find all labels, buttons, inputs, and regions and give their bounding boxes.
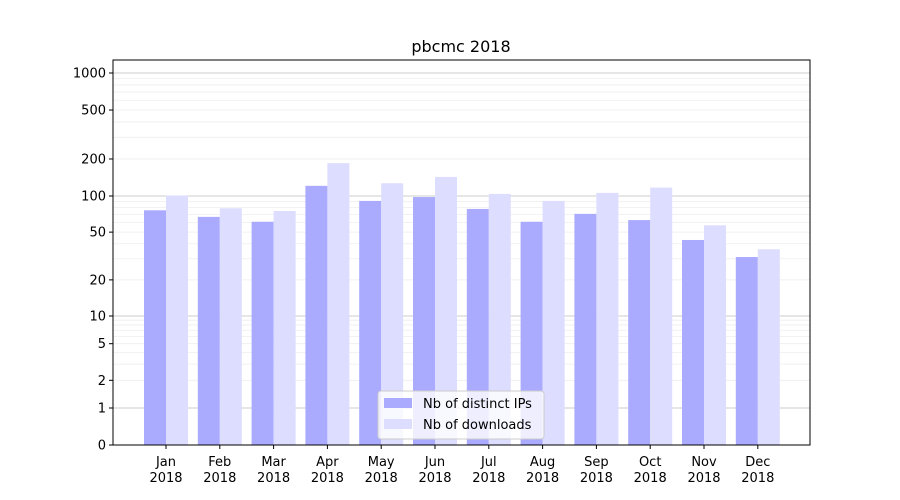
legend-swatch-downloads: [384, 419, 412, 429]
x-tick-label-month: Oct: [639, 455, 661, 470]
x-tick-label-month: Apr: [316, 455, 339, 470]
x-tick-label-month: Jul: [480, 455, 497, 470]
x-tick-label-month: May: [368, 455, 395, 470]
bar-ips: [413, 197, 435, 445]
x-tick-label-month: Dec: [745, 455, 770, 470]
bar-downloads: [488, 193, 511, 445]
legend-label-ips: Nb of distinct IPs: [423, 397, 532, 412]
bar-downloads: [542, 200, 565, 445]
x-axis: Jan2018Feb2018Mar2018Apr2018May2018Jun20…: [149, 445, 774, 486]
bar-downloads: [327, 163, 350, 445]
bar-ips: [305, 185, 328, 446]
x-tick-label-month: Feb: [208, 455, 231, 470]
legend: Nb of distinct IPs Nb of downloads: [377, 390, 545, 440]
bar-ips: [574, 213, 597, 445]
y-tick-label: 1000: [73, 67, 106, 82]
bar-ips: [628, 220, 651, 445]
y-tick-label: 100: [81, 190, 106, 205]
bar-ips: [682, 239, 704, 445]
bar-downloads: [596, 192, 619, 445]
bar-downloads: [166, 195, 188, 445]
y-tick-label: 500: [81, 104, 106, 119]
x-tick-label-year: 2018: [741, 471, 774, 486]
x-tick-label-month: Mar: [261, 455, 286, 470]
x-tick-label-year: 2018: [149, 471, 182, 486]
legend-box: [377, 390, 545, 440]
y-tick-label: 1: [98, 402, 106, 417]
bars: [144, 163, 780, 446]
legend-swatch-ips: [384, 398, 412, 408]
x-tick-label-year: 2018: [472, 471, 505, 486]
plot-frame: [112, 59, 811, 446]
bar-ips: [735, 257, 758, 445]
y-tick-label: 20: [89, 273, 106, 288]
bar-downloads: [381, 183, 404, 445]
x-tick-label-year: 2018: [257, 471, 290, 486]
bar-ips: [359, 200, 382, 445]
y-tick-label: 200: [81, 152, 106, 167]
bar-ips: [144, 210, 166, 445]
x-tick-label-year: 2018: [580, 471, 613, 486]
x-tick-label-month: Jun: [424, 455, 445, 470]
bar-ips: [197, 216, 220, 445]
y-tick-label: 2: [98, 374, 106, 389]
x-tick-label-month: Sep: [584, 455, 609, 470]
bar-ips: [251, 221, 274, 445]
chart-title: pbcmc 2018: [411, 37, 510, 56]
y-tick-label: 0: [98, 439, 106, 454]
bar-downloads: [273, 210, 296, 445]
bar-downloads: [757, 249, 780, 445]
bar-ips: [520, 221, 543, 445]
x-tick-label-year: 2018: [634, 471, 667, 486]
bar-downloads: [650, 187, 673, 445]
y-tick-label: 10: [89, 310, 106, 325]
y-tick-label: 50: [89, 226, 106, 241]
x-tick-label-year: 2018: [526, 471, 559, 486]
bar-downloads: [435, 176, 457, 445]
y-axis: 0 1 2 5 10 20 50 100 200 500 1000: [73, 67, 113, 454]
x-tick-label-year: 2018: [311, 471, 344, 486]
x-tick-label-month: Aug: [530, 455, 555, 470]
x-tick-label-month: Jan: [155, 455, 176, 470]
x-tick-label-year: 2018: [203, 471, 236, 486]
x-tick-label-year: 2018: [687, 471, 720, 486]
bar-downloads: [704, 225, 726, 445]
x-tick-label-year: 2018: [365, 471, 398, 486]
bar-ips: [466, 208, 489, 445]
legend-label-downloads: Nb of downloads: [423, 418, 532, 433]
y-tick-label: 5: [98, 337, 106, 352]
x-tick-label-year: 2018: [418, 471, 451, 486]
x-tick-label-month: Nov: [691, 455, 717, 470]
bar-downloads: [219, 208, 242, 445]
